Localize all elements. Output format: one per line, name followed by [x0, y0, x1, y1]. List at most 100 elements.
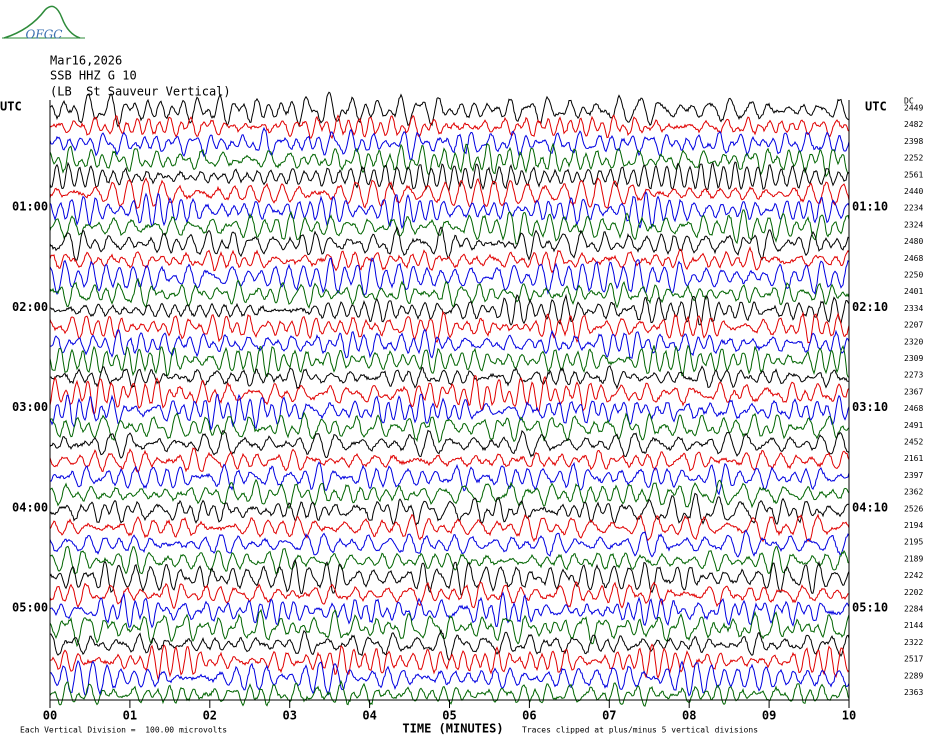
trace	[49, 643, 850, 680]
trace	[49, 310, 850, 344]
offset-label: 2362	[904, 488, 923, 497]
trace	[49, 411, 850, 444]
clip-note: Traces clipped at plus/minus 5 vertical …	[522, 726, 758, 735]
location: (LB St Sauveur Vertical)	[50, 85, 231, 99]
offset-label: 2273	[904, 371, 923, 380]
trace	[49, 161, 849, 192]
offset-label: 2322	[904, 638, 923, 647]
x-tick-label: 06	[522, 709, 536, 723]
offset-label: 2207	[904, 321, 923, 330]
x-tick-label: 01	[123, 709, 137, 723]
time-label-left: UTC	[0, 100, 22, 114]
offset-label: 2440	[904, 187, 923, 196]
offset-label: 2468	[904, 254, 923, 263]
x-tick-label: 00	[43, 709, 57, 723]
trace	[49, 126, 850, 160]
trace	[49, 545, 850, 575]
time-label-left: 01:00	[12, 200, 48, 214]
offset-label: 2363	[904, 688, 923, 697]
trace	[49, 513, 850, 543]
trace	[49, 608, 850, 648]
trace	[49, 447, 850, 473]
x-tick-label: 02	[203, 709, 217, 723]
time-label-right: 03:10	[852, 400, 888, 414]
offset-label: 2526	[904, 504, 923, 513]
offset-label: 2324	[904, 220, 923, 229]
time-label-right: 02:10	[852, 300, 888, 314]
trace	[49, 559, 850, 596]
offset-label: 2194	[904, 521, 923, 530]
logo-curve	[3, 5, 81, 39]
x-tick-label: 09	[762, 709, 776, 723]
x-axis-title: TIME (MINUTES)	[402, 722, 503, 736]
offset-label: 2398	[904, 137, 923, 146]
trace	[49, 191, 850, 230]
time-label-left: 05:00	[12, 601, 48, 615]
offset-label: 2401	[904, 287, 923, 296]
x-tick-label: 04	[362, 709, 376, 723]
offset-label: 2309	[904, 354, 923, 363]
time-label-left: 03:00	[12, 400, 48, 414]
offset-label: 2452	[904, 438, 923, 447]
trace	[49, 328, 850, 359]
offset-label: 2252	[904, 154, 923, 163]
trace	[49, 257, 850, 297]
trace	[49, 209, 850, 245]
offset-label: 2161	[904, 454, 923, 463]
trace	[49, 478, 850, 510]
trace	[49, 374, 850, 416]
trace	[49, 277, 850, 309]
date: Mar16,2026	[50, 54, 122, 68]
offset-label: 2202	[904, 588, 923, 597]
x-tick-label: 05	[442, 709, 456, 723]
offset-label: 2449	[904, 104, 923, 113]
x-tick-label: 03	[282, 709, 296, 723]
offset-label: 2482	[904, 120, 923, 129]
time-label-left: 04:00	[12, 500, 48, 514]
trace	[49, 365, 850, 390]
time-label-right: 04:10	[852, 500, 888, 514]
offset-label: 2334	[904, 304, 923, 313]
scale-note: Each Vertical Division = 100.00 microvol…	[20, 726, 227, 735]
offset-label: 2189	[904, 554, 923, 563]
trace	[49, 91, 850, 128]
trace	[49, 429, 850, 459]
offset-label: 2468	[904, 404, 923, 413]
time-label-right: 05:10	[852, 601, 888, 615]
time-label-right: 01:10	[852, 200, 888, 214]
trace	[49, 393, 850, 431]
trace	[49, 293, 850, 326]
offset-label: 2480	[904, 237, 923, 246]
offset-label: 2320	[904, 337, 923, 346]
offset-label: 2234	[904, 204, 923, 213]
station: SSB HHZ G 10	[50, 69, 137, 83]
offset-label: 2561	[904, 170, 923, 179]
trace	[49, 492, 850, 527]
trace	[49, 177, 850, 209]
offset-label: 2284	[904, 605, 923, 614]
trace	[49, 142, 850, 178]
offset-label: 2491	[904, 421, 923, 430]
offset-label: 2250	[904, 271, 923, 280]
offset-label: 2242	[904, 571, 923, 580]
trace	[49, 581, 850, 610]
trace	[49, 659, 850, 697]
logo: OFGC	[26, 28, 63, 42]
time-label-right: UTC	[865, 100, 887, 114]
trace	[49, 225, 850, 261]
time-label-left: 02:00	[12, 300, 48, 314]
trace	[49, 529, 850, 558]
x-tick-label: 10	[842, 709, 856, 723]
offset-label: 2144	[904, 621, 923, 630]
trace	[49, 246, 850, 274]
offset-label: 2397	[904, 471, 923, 480]
offset-label: 2367	[904, 387, 923, 396]
x-tick-label: 08	[682, 709, 696, 723]
trace	[49, 114, 850, 140]
offset-header: DC	[904, 97, 914, 106]
offset-label: 2289	[904, 671, 923, 680]
x-tick-label: 07	[602, 709, 616, 723]
offset-label: 2517	[904, 655, 923, 664]
trace	[49, 461, 850, 496]
